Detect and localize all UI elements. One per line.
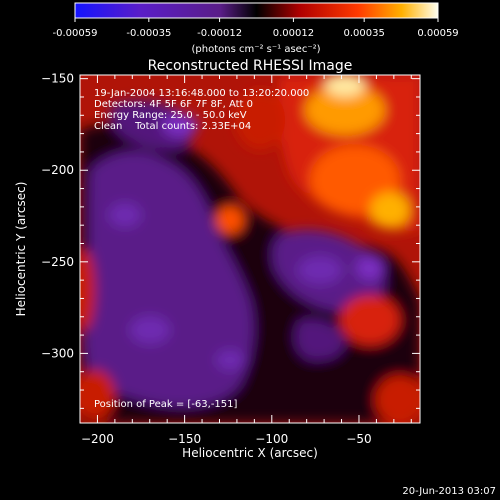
heatmap-region xyxy=(294,318,345,361)
colorbar-tick-label: -0.00059 xyxy=(53,28,98,39)
y-tick-label: −200 xyxy=(41,163,74,177)
heatmap-core xyxy=(162,113,198,137)
y-tick-label: −250 xyxy=(41,255,74,269)
x-tick-label: −200 xyxy=(81,432,114,446)
heatmap-peak xyxy=(325,75,365,97)
heatmap-core xyxy=(356,256,384,280)
peak-position-label: Position of Peak = [-63,-151] xyxy=(94,399,238,410)
annotation-time-range: 19-Jan-2004 13:16:48.000 to 13:20:20.000 xyxy=(94,88,309,99)
x-axis-label: Heliocentric X (arcsec) xyxy=(182,446,318,460)
colorbar-ticks: -0.00059 -0.00035 -0.00012 0.00012 0.00035 0.… xyxy=(53,18,459,39)
heatmap-region xyxy=(370,192,410,228)
heatmap-region xyxy=(110,100,194,151)
x-tick-label: −150 xyxy=(168,432,201,446)
heatmap-region xyxy=(375,375,420,423)
annotation-clean-counts: Clean Total counts: 2.33E+04 xyxy=(94,121,251,132)
annotation-energy: Energy Range: 25.0 - 50.0 keV xyxy=(94,110,247,121)
colorbar-tick-label: 0.00012 xyxy=(273,28,314,39)
heatmap-region xyxy=(216,206,244,234)
heatmap-image xyxy=(80,75,420,423)
heatmap-core xyxy=(298,256,342,284)
colorbar-tick-label: -0.00035 xyxy=(126,28,171,39)
colorbar-tick-label: -0.00012 xyxy=(197,28,242,39)
heatmap-core xyxy=(109,203,141,227)
colorbar-units: (photons cm⁻² s⁻¹ asec⁻²) xyxy=(191,44,320,55)
heatmap-region xyxy=(235,90,285,150)
y-axis-label: Heliocentric Y (arcsec) xyxy=(14,182,28,317)
heatmap-core xyxy=(130,316,170,344)
heatmap-region xyxy=(80,370,115,420)
colorbar-tick-label: 0.00035 xyxy=(343,28,384,39)
colorbar-tick-label: 0.00059 xyxy=(417,28,458,39)
x-tick-label: −100 xyxy=(255,432,288,446)
heatmap-core xyxy=(216,350,244,370)
heatmap-region xyxy=(305,85,385,135)
axis-ticks: −200 −150 −100 −50 −150 −200 −250 −300 xyxy=(41,72,420,446)
heatmap-region xyxy=(80,250,95,330)
footer-date: 20-Jun-2013 03:07 xyxy=(402,486,496,497)
colorbar xyxy=(74,2,439,19)
chart-title: Reconstructed RHESSI Image xyxy=(148,58,353,74)
y-tick-label: −150 xyxy=(41,72,74,86)
y-tick-label: −300 xyxy=(41,346,74,360)
plot-frame xyxy=(79,74,421,424)
annotation-detectors: Detectors: 4F 5F 6F 7F 8F, Att 0 xyxy=(94,99,253,110)
x-tick-label: −50 xyxy=(346,432,371,446)
heatmap-region xyxy=(340,295,400,345)
